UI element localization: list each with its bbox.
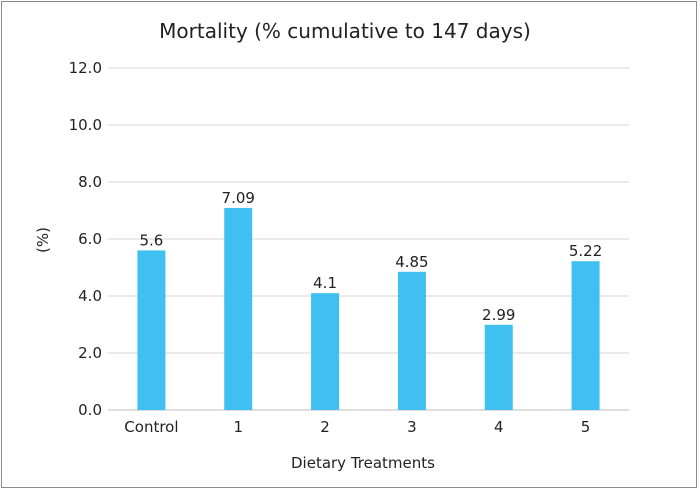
y-tick-label: 0.0 bbox=[78, 401, 102, 419]
bar-data-label: 5.6 bbox=[139, 231, 163, 249]
bar-data-label: 4.1 bbox=[313, 274, 337, 292]
y-tick-label: 8.0 bbox=[78, 173, 102, 191]
bar bbox=[484, 324, 513, 410]
bar bbox=[397, 271, 426, 410]
grid-lines bbox=[108, 67, 629, 411]
x-tick-label: Control bbox=[124, 418, 178, 436]
bar bbox=[571, 261, 600, 410]
y-tick-label: 12.0 bbox=[69, 59, 102, 77]
bar bbox=[137, 250, 166, 410]
bar bbox=[311, 293, 340, 410]
y-tick-labels: 0.0 2.0 4.0 6.0 8.0 10.0 12.0 bbox=[69, 59, 102, 419]
x-tick-labels: Control 1 2 3 4 5 bbox=[124, 418, 590, 436]
x-tick-label: 2 bbox=[320, 418, 330, 436]
x-tick-label: 1 bbox=[233, 418, 243, 436]
x-tick-label: 5 bbox=[581, 418, 591, 436]
bar-data-label: 4.85 bbox=[395, 253, 428, 271]
bar-data-label: 2.99 bbox=[482, 306, 515, 324]
bar-data-labels: 5.6 7.09 4.1 4.85 2.99 5.22 bbox=[139, 189, 602, 324]
x-axis-title: Dietary Treatments bbox=[291, 454, 435, 472]
y-tick-label: 4.0 bbox=[78, 287, 102, 305]
bar bbox=[224, 207, 253, 410]
y-tick-label: 10.0 bbox=[69, 116, 102, 134]
y-tick-label: 6.0 bbox=[78, 230, 102, 248]
y-tick-label: 2.0 bbox=[78, 344, 102, 362]
x-tick-label: 3 bbox=[407, 418, 417, 436]
x-tick-label: 4 bbox=[494, 418, 504, 436]
bar-data-label: 5.22 bbox=[569, 242, 602, 260]
bar-data-label: 7.09 bbox=[222, 189, 255, 207]
chart-title: Mortality (% cumulative to 147 days) bbox=[159, 19, 531, 43]
bars bbox=[137, 207, 600, 410]
y-axis-title: (%) bbox=[34, 227, 52, 253]
